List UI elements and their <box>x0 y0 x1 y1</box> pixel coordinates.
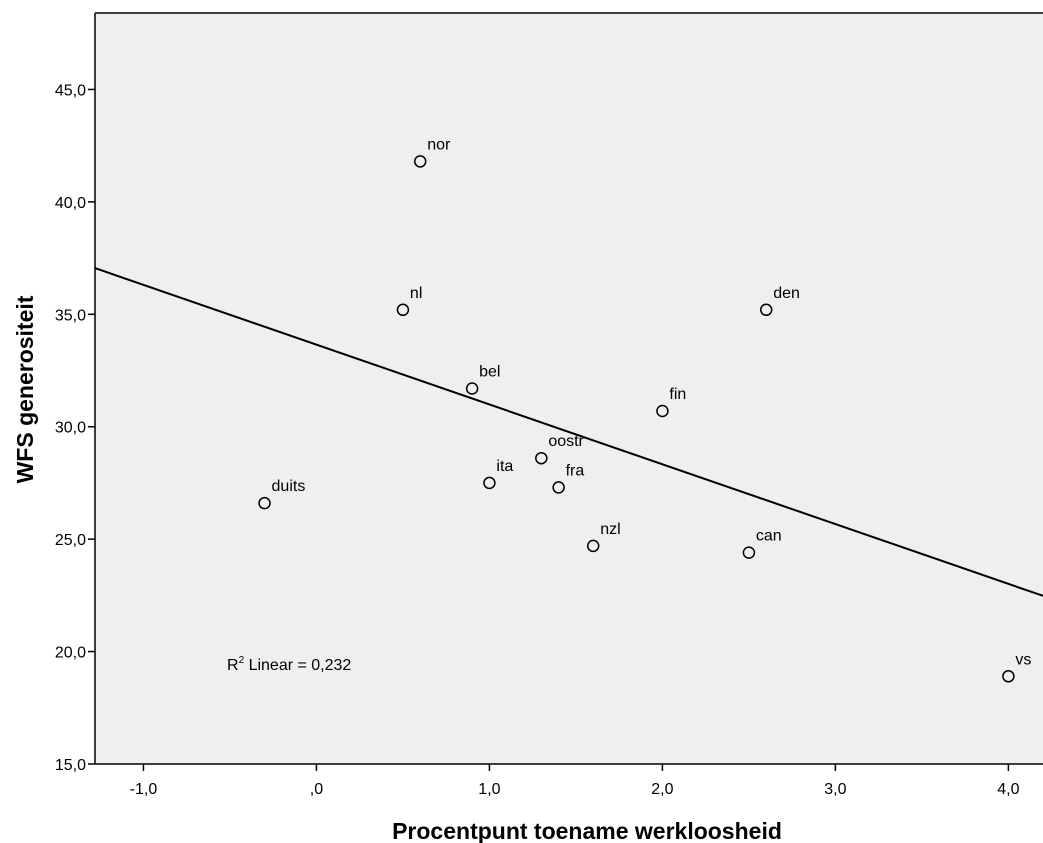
axes-layer: 15,0 20,0 25,0 30,0 35,0 40,0 45,0 -1,0 ,0 1,0 2,0… <box>55 12 1043 798</box>
r2-value: Linear = 0,232 <box>244 657 351 674</box>
point-label-vs: vs <box>1015 651 1031 668</box>
y-tick-label: 35,0 <box>55 307 86 324</box>
data-point-ita <box>483 476 496 490</box>
point-label-fin: fin <box>669 386 686 403</box>
data-point-nor <box>413 155 427 168</box>
point-label-can: can <box>756 528 782 545</box>
point-label-bel: bel <box>479 364 500 381</box>
data-point-bel <box>465 382 479 395</box>
x-tick-label: ,0 <box>310 781 323 798</box>
data-point-fra <box>552 481 565 494</box>
x-axis-title: Procentpunt toename werkloosheid <box>392 818 782 843</box>
point-label-fra: fra <box>566 462 585 479</box>
data-point-nzl <box>586 539 600 553</box>
data-point-can <box>742 546 756 559</box>
point-label-nzl: nzl <box>600 521 620 538</box>
data-point-nl <box>396 303 410 317</box>
point-label-oostr: oostr <box>548 433 584 450</box>
fit-line <box>94 267 1043 597</box>
points-layer: nor nl den bel fin oostr ita fra duits nzl can vs <box>258 136 1031 683</box>
y-tick-label: 40,0 <box>55 195 86 212</box>
plot-area <box>95 13 1043 764</box>
data-point-oostr <box>535 451 548 465</box>
x-tick-label: 1,0 <box>478 781 500 798</box>
x-tick-label: 4,0 <box>997 781 1019 798</box>
r2-symbol: R <box>227 657 239 674</box>
data-point-duits <box>258 496 271 510</box>
r2-superscript: 2 <box>239 655 245 666</box>
y-tick-label: 20,0 <box>55 645 86 662</box>
y-tick-label: 25,0 <box>55 532 86 549</box>
y-tick-label: 45,0 <box>55 82 86 99</box>
fit-line-layer <box>94 267 1043 597</box>
y-axis-title: WFS generositeit <box>12 295 38 483</box>
r2-annotation: R2 Linear = 0,232 <box>227 655 351 674</box>
data-point-fin <box>656 404 669 418</box>
data-point-den <box>759 303 773 317</box>
data-point-vs <box>1002 670 1015 683</box>
y-tick-label: 30,0 <box>55 420 86 437</box>
x-tick-label: 3,0 <box>824 781 846 798</box>
x-tick-label: 2,0 <box>651 781 673 798</box>
y-tick-label: 15,0 <box>55 757 86 774</box>
point-label-ita: ita <box>496 458 513 475</box>
point-label-nl: nl <box>410 285 422 302</box>
point-label-duits: duits <box>272 478 306 495</box>
point-label-nor: nor <box>427 136 451 153</box>
x-tick-label: -1,0 <box>130 781 158 798</box>
point-label-den: den <box>773 285 800 302</box>
